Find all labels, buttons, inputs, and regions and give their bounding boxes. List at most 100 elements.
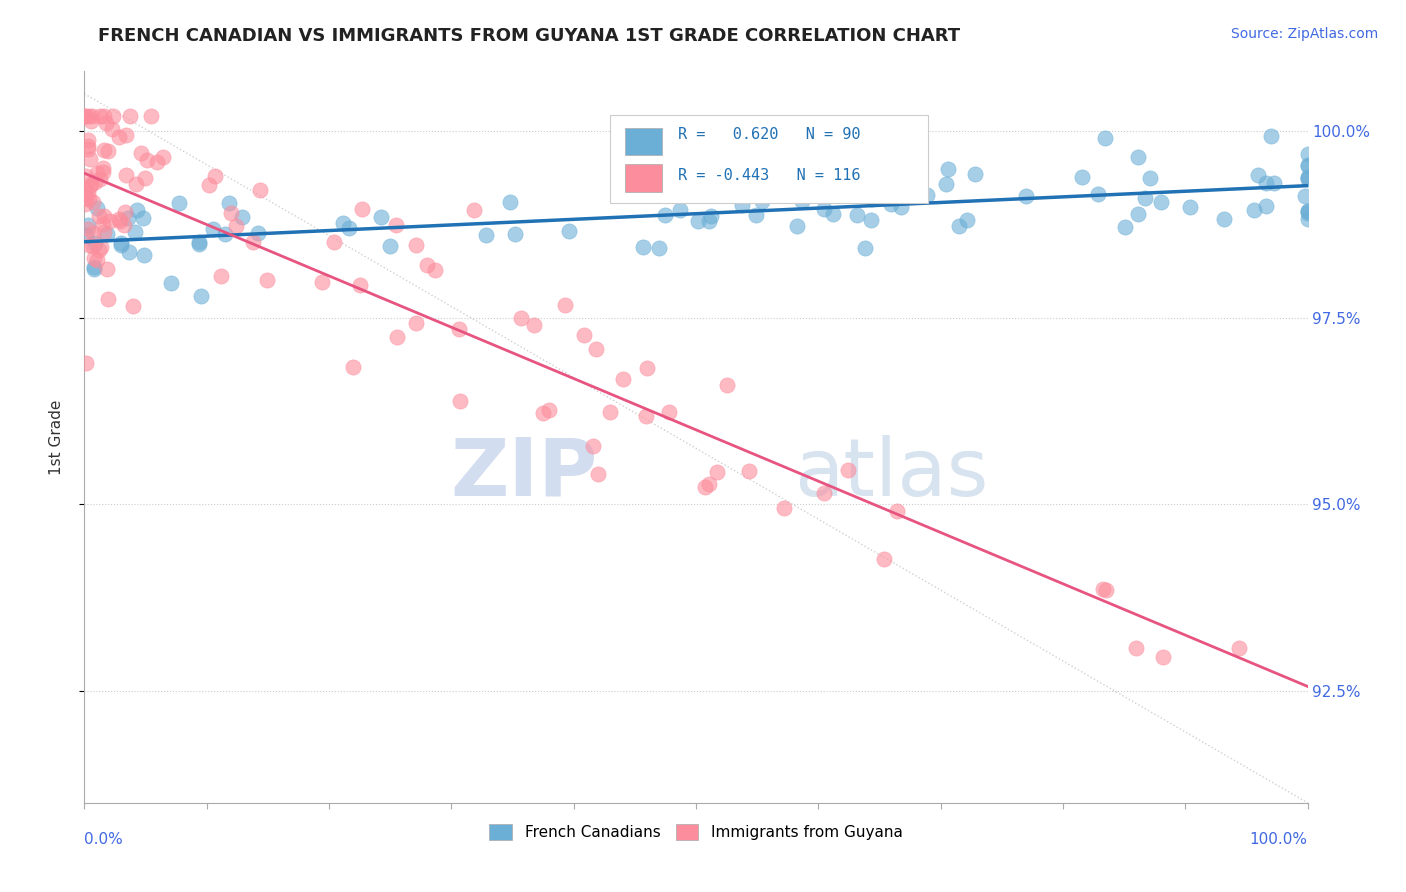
Point xyxy=(349,277,371,292)
Point xyxy=(167,196,190,211)
Point xyxy=(758,161,780,175)
Point xyxy=(1296,172,1319,186)
Point xyxy=(585,343,607,357)
Point xyxy=(75,169,97,183)
Point xyxy=(114,205,136,219)
Point xyxy=(75,356,97,370)
Point xyxy=(1247,168,1270,182)
Point xyxy=(117,211,139,226)
Point xyxy=(91,161,114,176)
Point xyxy=(93,209,115,223)
Point xyxy=(89,171,111,186)
Legend: French Canadians, Immigrants from Guyana: French Canadians, Immigrants from Guyana xyxy=(484,818,908,847)
Point xyxy=(73,181,96,195)
Point xyxy=(447,322,470,336)
Point xyxy=(384,218,406,232)
Text: ZIP: ZIP xyxy=(451,434,598,513)
Point xyxy=(160,277,183,291)
Point xyxy=(84,236,107,251)
Point xyxy=(97,144,120,158)
Point xyxy=(416,259,439,273)
Point xyxy=(350,202,373,216)
Point xyxy=(1263,177,1285,191)
Point xyxy=(73,197,96,211)
Point xyxy=(647,241,669,255)
Point xyxy=(77,221,100,235)
Point xyxy=(204,169,226,183)
Point xyxy=(523,318,546,332)
Text: Source: ZipAtlas.com: Source: ZipAtlas.com xyxy=(1230,27,1378,41)
Point xyxy=(1135,191,1157,205)
Point xyxy=(75,191,97,205)
Point xyxy=(75,227,97,242)
Point xyxy=(1126,150,1149,164)
Point xyxy=(1296,206,1319,220)
Point xyxy=(82,239,104,253)
Point xyxy=(139,109,162,123)
Point xyxy=(90,240,112,254)
Point xyxy=(249,183,271,197)
Point xyxy=(108,211,131,226)
Point xyxy=(1139,170,1161,185)
Point xyxy=(188,237,211,252)
Point xyxy=(786,219,808,234)
Point xyxy=(1227,640,1250,655)
Point xyxy=(93,143,115,157)
Point xyxy=(716,377,738,392)
Point xyxy=(699,214,721,228)
Point xyxy=(96,261,118,276)
Point xyxy=(1296,158,1319,172)
Point xyxy=(83,260,105,275)
Point xyxy=(963,167,986,181)
Point xyxy=(813,486,835,500)
Point xyxy=(209,269,232,284)
Point xyxy=(612,372,634,386)
Point xyxy=(1296,171,1319,186)
Point xyxy=(108,130,131,145)
Point xyxy=(917,188,939,202)
Point xyxy=(214,227,236,242)
Point xyxy=(97,293,120,307)
Point xyxy=(124,226,146,240)
Point xyxy=(1212,211,1234,226)
Point xyxy=(131,211,153,226)
Point xyxy=(256,273,278,287)
Point xyxy=(103,109,125,123)
Point xyxy=(86,166,108,180)
Point xyxy=(1087,187,1109,202)
Point xyxy=(731,198,754,212)
Point xyxy=(449,394,471,409)
Point xyxy=(83,175,105,189)
Point xyxy=(510,310,533,325)
Point xyxy=(873,552,896,566)
Point xyxy=(1260,129,1282,144)
Point xyxy=(463,202,485,217)
Point xyxy=(1125,640,1147,655)
Point xyxy=(79,193,101,207)
Text: 100.0%: 100.0% xyxy=(1250,832,1308,847)
Point xyxy=(218,195,240,210)
Point xyxy=(89,109,111,123)
Point xyxy=(87,243,110,257)
Point xyxy=(198,178,221,193)
Point xyxy=(1095,583,1118,598)
Point xyxy=(1296,170,1319,185)
Point xyxy=(1178,200,1201,214)
Point xyxy=(73,109,96,123)
Point xyxy=(856,176,879,190)
Point xyxy=(599,404,621,418)
Point xyxy=(860,192,883,206)
Point xyxy=(697,477,720,491)
Point xyxy=(146,155,169,169)
Point xyxy=(531,406,554,420)
Point xyxy=(77,109,100,123)
Point xyxy=(1296,204,1319,219)
Point xyxy=(77,186,100,200)
Point xyxy=(475,227,498,242)
Point xyxy=(322,235,344,250)
Point xyxy=(190,289,212,303)
Point xyxy=(558,224,581,238)
Point xyxy=(94,116,117,130)
Point xyxy=(101,122,124,136)
Point xyxy=(586,467,609,482)
